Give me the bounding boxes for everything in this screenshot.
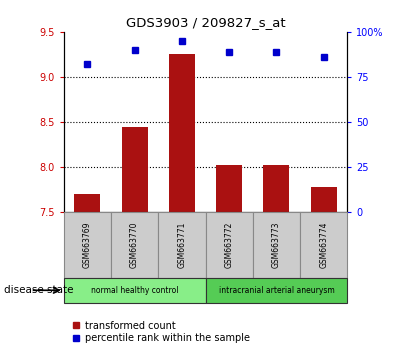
- Bar: [169, 55, 195, 212]
- Bar: [74, 194, 100, 212]
- Bar: [122, 127, 148, 212]
- Legend: transformed count, percentile rank within the sample: transformed count, percentile rank withi…: [69, 317, 254, 347]
- Bar: [311, 187, 337, 212]
- Text: intracranial arterial aneurysm: intracranial arterial aneurysm: [219, 286, 334, 295]
- Bar: [64, 212, 111, 278]
- Text: GDS3903 / 209827_s_at: GDS3903 / 209827_s_at: [126, 16, 285, 29]
- Bar: [158, 212, 206, 278]
- Bar: [206, 212, 253, 278]
- Text: disease state: disease state: [4, 285, 74, 295]
- Text: GSM663774: GSM663774: [319, 222, 328, 268]
- Text: GSM663772: GSM663772: [225, 222, 233, 268]
- Bar: [216, 165, 242, 212]
- Bar: [206, 278, 347, 303]
- Text: GSM663773: GSM663773: [272, 222, 281, 268]
- Bar: [300, 212, 347, 278]
- Bar: [263, 165, 289, 212]
- Text: GSM663770: GSM663770: [130, 222, 139, 268]
- Text: normal healthy control: normal healthy control: [91, 286, 178, 295]
- Text: GSM663771: GSM663771: [178, 222, 186, 268]
- Text: GSM663769: GSM663769: [83, 222, 92, 268]
- Bar: [64, 278, 206, 303]
- Bar: [111, 212, 158, 278]
- Bar: [253, 212, 300, 278]
